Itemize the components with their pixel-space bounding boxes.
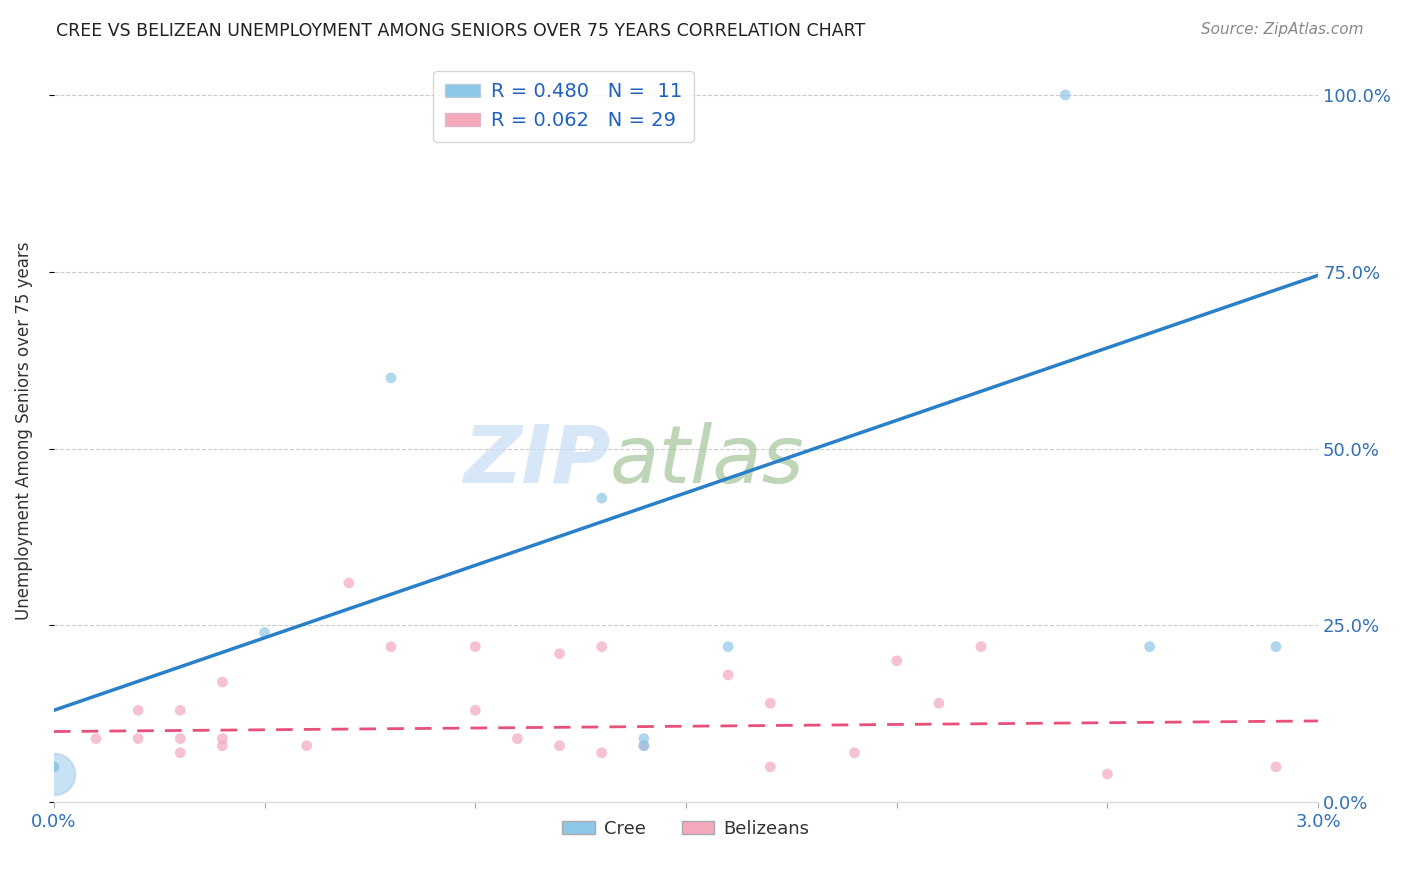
Text: atlas: atlas — [610, 422, 804, 500]
Text: Source: ZipAtlas.com: Source: ZipAtlas.com — [1201, 22, 1364, 37]
Point — [127, 731, 149, 746]
Point — [1054, 87, 1077, 102]
Point — [169, 703, 191, 717]
Point — [211, 739, 233, 753]
Point — [591, 640, 613, 654]
Point — [464, 703, 486, 717]
Point — [1139, 640, 1161, 654]
Point — [548, 739, 571, 753]
Point — [127, 703, 149, 717]
Point — [253, 625, 276, 640]
Point — [464, 640, 486, 654]
Text: CREE VS BELIZEAN UNEMPLOYMENT AMONG SENIORS OVER 75 YEARS CORRELATION CHART: CREE VS BELIZEAN UNEMPLOYMENT AMONG SENI… — [56, 22, 866, 40]
Point — [169, 731, 191, 746]
Point — [337, 576, 360, 591]
Point — [548, 647, 571, 661]
Point — [591, 746, 613, 760]
Text: ZIP: ZIP — [463, 422, 610, 500]
Y-axis label: Unemployment Among Seniors over 75 years: Unemployment Among Seniors over 75 years — [15, 242, 32, 620]
Point — [717, 668, 740, 682]
Point — [717, 640, 740, 654]
Point — [633, 731, 655, 746]
Point — [42, 760, 65, 774]
Point — [970, 640, 993, 654]
Point — [759, 760, 782, 774]
Point — [380, 640, 402, 654]
Point — [84, 731, 107, 746]
Point — [169, 746, 191, 760]
Point — [380, 371, 402, 385]
Point — [295, 739, 318, 753]
Point — [42, 760, 65, 774]
Point — [42, 767, 65, 781]
Point — [886, 654, 908, 668]
Point — [759, 696, 782, 710]
Point — [1265, 640, 1288, 654]
Point — [1265, 760, 1288, 774]
Point — [211, 675, 233, 690]
Legend: Cree, Belizeans: Cree, Belizeans — [555, 813, 817, 846]
Point — [844, 746, 866, 760]
Point — [928, 696, 950, 710]
Point — [633, 739, 655, 753]
Point — [633, 739, 655, 753]
Point — [211, 731, 233, 746]
Point — [591, 491, 613, 505]
Point — [506, 731, 529, 746]
Point — [1097, 767, 1119, 781]
